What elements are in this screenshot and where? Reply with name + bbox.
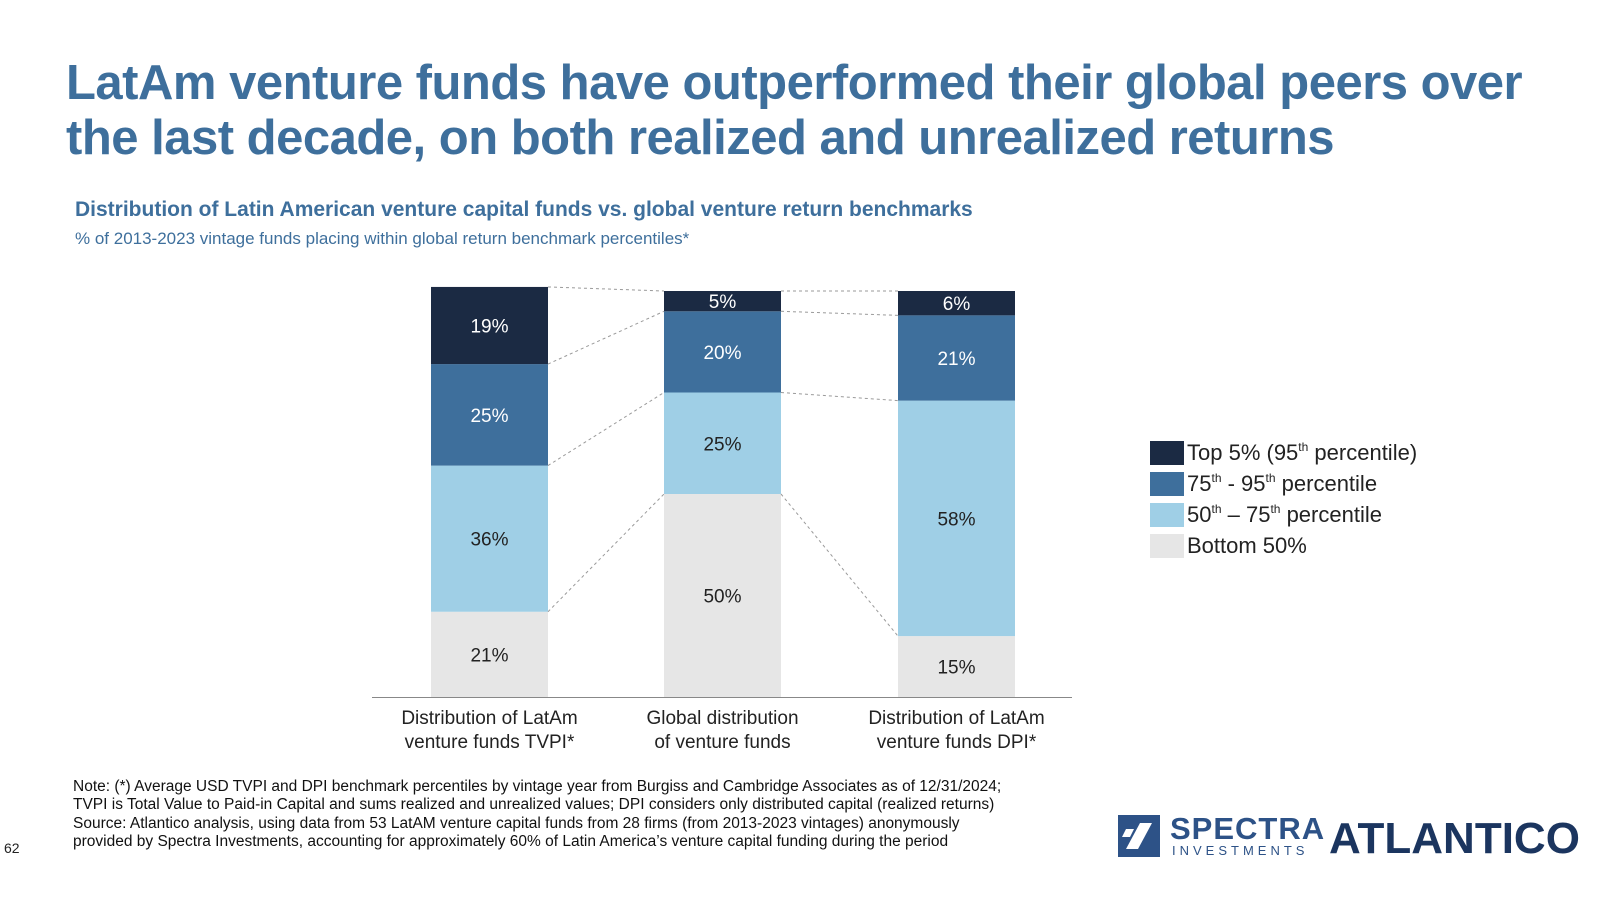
data-label: 19% xyxy=(470,317,508,338)
bar-segment xyxy=(898,315,1015,401)
x-tick-label-line: of venture funds xyxy=(654,732,790,753)
bar-segment xyxy=(431,611,548,697)
data-label: 25% xyxy=(470,406,508,427)
connector-line xyxy=(547,310,665,365)
bar-segment xyxy=(898,291,1015,316)
connector-line xyxy=(547,286,665,292)
data-label: 21% xyxy=(470,645,508,666)
page-number: 62 xyxy=(4,840,20,856)
bar-segment xyxy=(898,636,1015,697)
data-label: 25% xyxy=(703,434,741,455)
x-tick-label-line: venture funds TVPI* xyxy=(405,732,575,753)
spectra-logo-sub: INVESTMENTS xyxy=(1172,843,1309,858)
data-label: 50% xyxy=(703,587,741,608)
footnote: Note: (*) Average USD TVPI and DPI bench… xyxy=(73,778,1083,851)
x-tick-label-line: Global distribution xyxy=(646,708,798,729)
chart-subtitle: % of 2013-2023 vintage funds placing wit… xyxy=(75,229,690,248)
x-tick-label-line: Distribution of LatAm xyxy=(401,708,577,729)
spectra-mark-icon xyxy=(1118,815,1160,857)
chart-legend: Top 5% (95th percentile) 75th - 95th per… xyxy=(1150,437,1417,561)
footnote-line: provided by Spectra Investments, account… xyxy=(73,832,949,850)
bar-segment xyxy=(431,286,548,365)
legend-swatch xyxy=(1150,440,1184,465)
legend-label: 75th - 95th percentile xyxy=(1187,470,1378,496)
data-label: 58% xyxy=(937,509,975,530)
connector-line xyxy=(547,392,665,467)
data-label: 5% xyxy=(709,292,737,313)
data-label: 36% xyxy=(470,530,508,551)
legend-swatch xyxy=(1150,502,1184,527)
connector-line xyxy=(780,310,899,316)
data-label: 20% xyxy=(703,343,741,364)
x-tick-label: Distribution of LatAm venture funds DPI* xyxy=(868,708,1044,753)
connector-line xyxy=(780,493,899,637)
spectra-logo: SPECTRA INVESTMENTS xyxy=(1118,811,1324,862)
bar-segment xyxy=(898,400,1015,637)
x-tick-label: Global distribution of venture funds xyxy=(646,708,798,753)
footnote-line: TVPI is Total Value to Paid-in Capital a… xyxy=(73,796,995,814)
page-title: LatAm venture funds have outperformed th… xyxy=(66,56,1523,165)
legend-item-bottom50: Bottom 50% xyxy=(1150,530,1417,561)
legend-swatch xyxy=(1150,471,1184,496)
legend-item-top5: Top 5% (95th percentile) xyxy=(1150,437,1417,468)
data-label: 21% xyxy=(937,349,975,370)
connector-line xyxy=(780,392,899,402)
bar-segment xyxy=(664,311,781,393)
bar-segment xyxy=(664,291,781,312)
spectra-logo-name: SPECTRA xyxy=(1170,811,1326,846)
x-tick-label-line: Distribution of LatAm xyxy=(868,708,1044,729)
bar-segment xyxy=(664,392,781,494)
bar-segment xyxy=(664,494,781,697)
footnote-line: Source: Atlantico analysis, using data f… xyxy=(73,814,960,832)
legend-item-50-75: 50th – 75th percentile xyxy=(1150,499,1417,530)
atlantico-logo: ATLANTICO xyxy=(1329,814,1580,863)
legend-label: Bottom 50% xyxy=(1187,532,1307,558)
legend-label: Top 5% (95th percentile) xyxy=(1187,439,1418,465)
data-label: 6% xyxy=(943,294,971,315)
legend-item-75-95: 75th - 95th percentile xyxy=(1150,468,1417,499)
legend-swatch xyxy=(1150,533,1184,558)
connector-line xyxy=(547,493,665,613)
bar-segment xyxy=(431,465,548,612)
x-tick-label: Distribution of LatAm venture funds TVPI* xyxy=(401,708,577,753)
chart-title: Distribution of Latin American venture c… xyxy=(75,198,973,221)
footnote-line: Note: (*) Average USD TVPI and DPI bench… xyxy=(73,778,1002,795)
x-tick-label-line: venture funds DPI* xyxy=(877,732,1037,753)
data-label: 15% xyxy=(937,658,975,679)
bar-segment xyxy=(431,364,548,466)
legend-label: 50th – 75th percentile xyxy=(1187,501,1382,527)
